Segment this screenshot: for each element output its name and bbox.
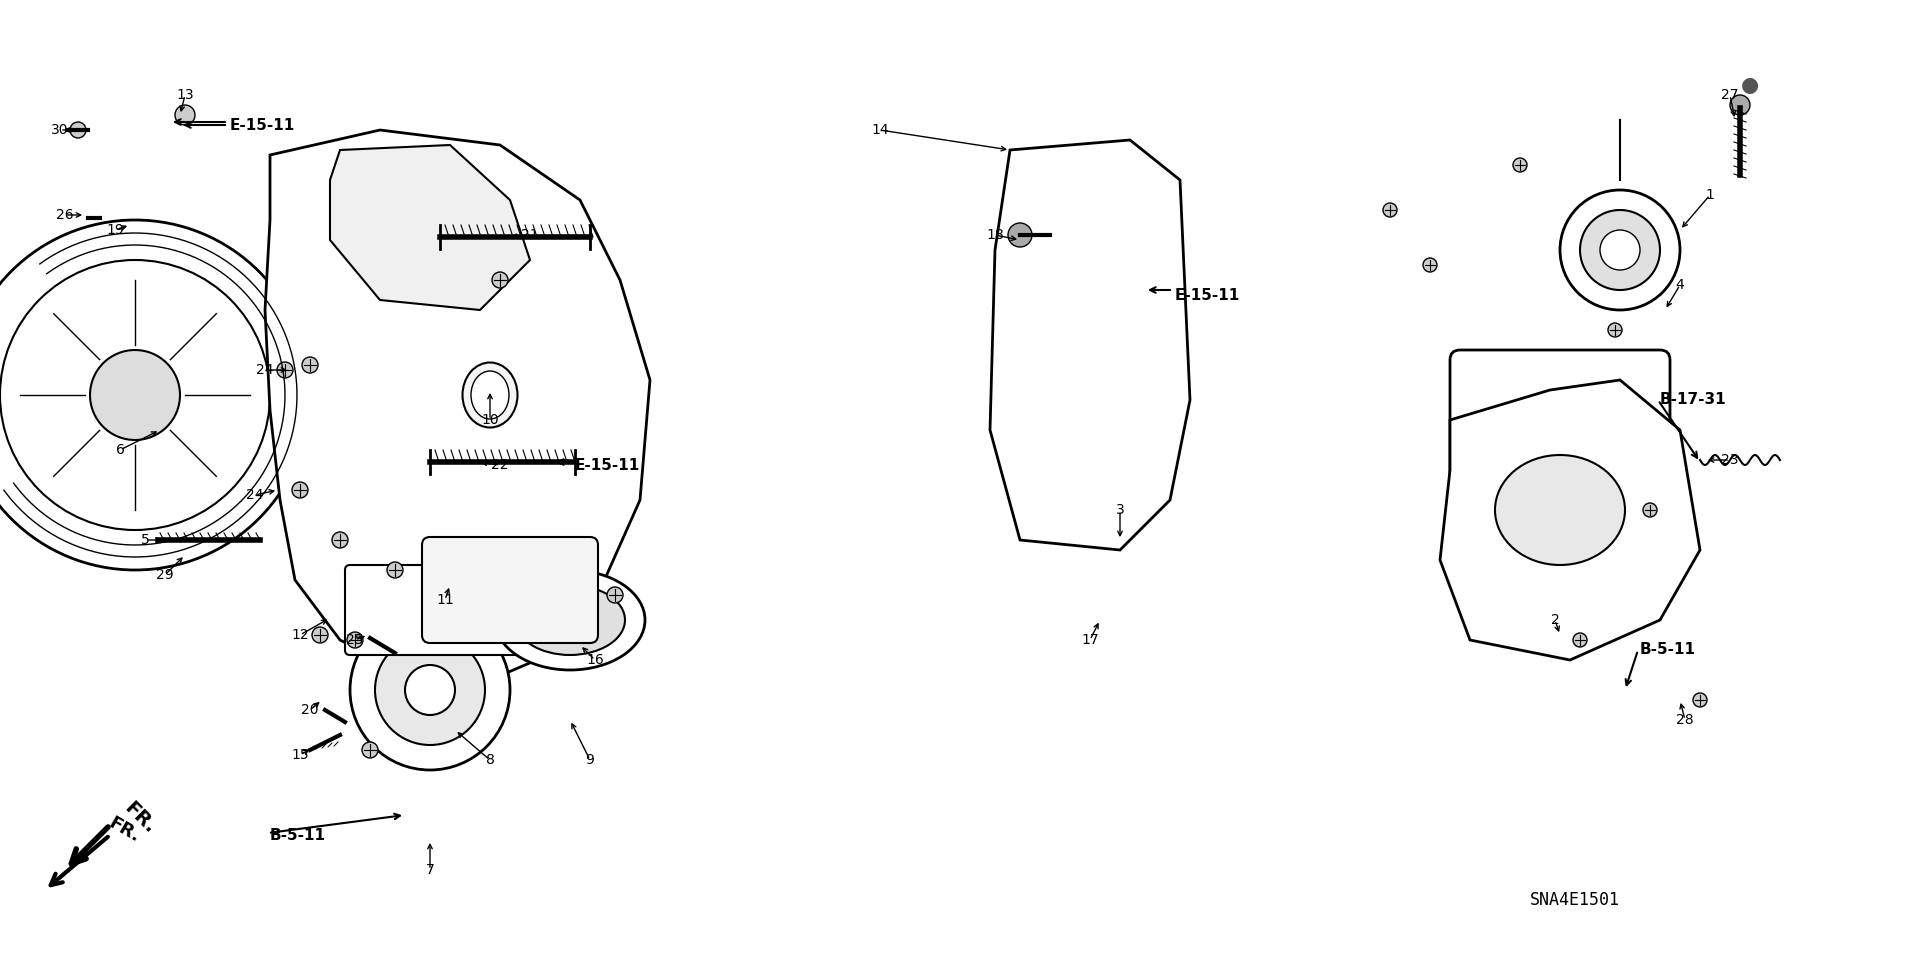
Text: 17: 17 bbox=[1081, 633, 1098, 647]
Text: 24: 24 bbox=[246, 488, 263, 502]
Text: FR.: FR. bbox=[119, 799, 159, 837]
Text: 4: 4 bbox=[1676, 278, 1684, 292]
FancyBboxPatch shape bbox=[1450, 350, 1670, 590]
Circle shape bbox=[1644, 503, 1657, 517]
Text: 16: 16 bbox=[586, 653, 605, 667]
Text: 7: 7 bbox=[426, 863, 434, 877]
Ellipse shape bbox=[1496, 455, 1624, 565]
Text: 13: 13 bbox=[177, 88, 194, 102]
Circle shape bbox=[276, 362, 294, 378]
Text: 18: 18 bbox=[987, 228, 1004, 242]
Text: SNA4E1501: SNA4E1501 bbox=[1530, 891, 1620, 909]
Ellipse shape bbox=[463, 363, 518, 428]
Text: 15: 15 bbox=[292, 748, 309, 762]
Text: 6: 6 bbox=[115, 443, 125, 457]
Circle shape bbox=[1513, 158, 1526, 172]
Circle shape bbox=[0, 260, 271, 530]
Circle shape bbox=[1382, 203, 1398, 217]
Text: E-15-11: E-15-11 bbox=[230, 118, 296, 132]
Text: 27: 27 bbox=[1720, 88, 1740, 102]
Text: 11: 11 bbox=[436, 593, 453, 607]
Text: 23: 23 bbox=[1720, 453, 1740, 467]
Text: 3: 3 bbox=[1116, 503, 1125, 517]
Circle shape bbox=[1580, 210, 1661, 290]
Text: 24: 24 bbox=[255, 363, 275, 377]
Circle shape bbox=[301, 357, 319, 373]
Circle shape bbox=[405, 665, 455, 715]
Text: 8: 8 bbox=[486, 753, 495, 767]
Text: 30: 30 bbox=[52, 123, 69, 137]
Circle shape bbox=[374, 635, 486, 745]
Text: 9: 9 bbox=[586, 753, 595, 767]
Text: B-17-31: B-17-31 bbox=[1661, 392, 1726, 408]
Text: 26: 26 bbox=[56, 208, 73, 222]
Circle shape bbox=[349, 610, 511, 770]
Circle shape bbox=[1609, 323, 1622, 337]
Circle shape bbox=[292, 482, 307, 498]
Polygon shape bbox=[265, 130, 651, 680]
FancyBboxPatch shape bbox=[346, 565, 555, 655]
Text: B-5-11: B-5-11 bbox=[271, 828, 326, 843]
Text: 1: 1 bbox=[1705, 188, 1715, 202]
Circle shape bbox=[1572, 633, 1588, 647]
Circle shape bbox=[1559, 190, 1680, 310]
Text: E-15-11: E-15-11 bbox=[574, 457, 639, 473]
Circle shape bbox=[1008, 223, 1033, 247]
Circle shape bbox=[175, 105, 196, 125]
Circle shape bbox=[311, 627, 328, 643]
Polygon shape bbox=[330, 145, 530, 310]
Polygon shape bbox=[991, 140, 1190, 550]
Text: FR.: FR. bbox=[106, 814, 142, 846]
Circle shape bbox=[1730, 95, 1749, 115]
Text: ●: ● bbox=[1741, 75, 1759, 95]
Text: 20: 20 bbox=[301, 703, 319, 717]
Circle shape bbox=[348, 632, 363, 648]
Text: 10: 10 bbox=[482, 413, 499, 427]
Text: 5: 5 bbox=[140, 533, 150, 547]
Text: 12: 12 bbox=[292, 628, 309, 642]
Circle shape bbox=[69, 122, 86, 138]
Circle shape bbox=[388, 562, 403, 578]
Circle shape bbox=[363, 742, 378, 758]
Ellipse shape bbox=[470, 371, 509, 419]
Text: 28: 28 bbox=[1676, 713, 1693, 727]
Circle shape bbox=[90, 350, 180, 440]
Circle shape bbox=[1423, 258, 1436, 272]
Text: 22: 22 bbox=[492, 458, 509, 472]
Text: E-15-11: E-15-11 bbox=[1175, 288, 1240, 302]
Text: 14: 14 bbox=[872, 123, 889, 137]
Circle shape bbox=[492, 272, 509, 288]
Circle shape bbox=[607, 587, 622, 603]
Circle shape bbox=[1693, 693, 1707, 707]
Text: 21: 21 bbox=[520, 228, 540, 242]
Text: 19: 19 bbox=[106, 223, 125, 237]
Text: 29: 29 bbox=[156, 568, 175, 582]
Circle shape bbox=[332, 532, 348, 548]
FancyBboxPatch shape bbox=[422, 537, 597, 643]
Circle shape bbox=[0, 220, 309, 570]
Polygon shape bbox=[1440, 380, 1699, 660]
Ellipse shape bbox=[515, 585, 626, 655]
Circle shape bbox=[1599, 230, 1640, 270]
Text: 2: 2 bbox=[1551, 613, 1559, 627]
Text: B-5-11: B-5-11 bbox=[1640, 643, 1695, 658]
Text: 25: 25 bbox=[346, 633, 363, 647]
Ellipse shape bbox=[495, 570, 645, 670]
